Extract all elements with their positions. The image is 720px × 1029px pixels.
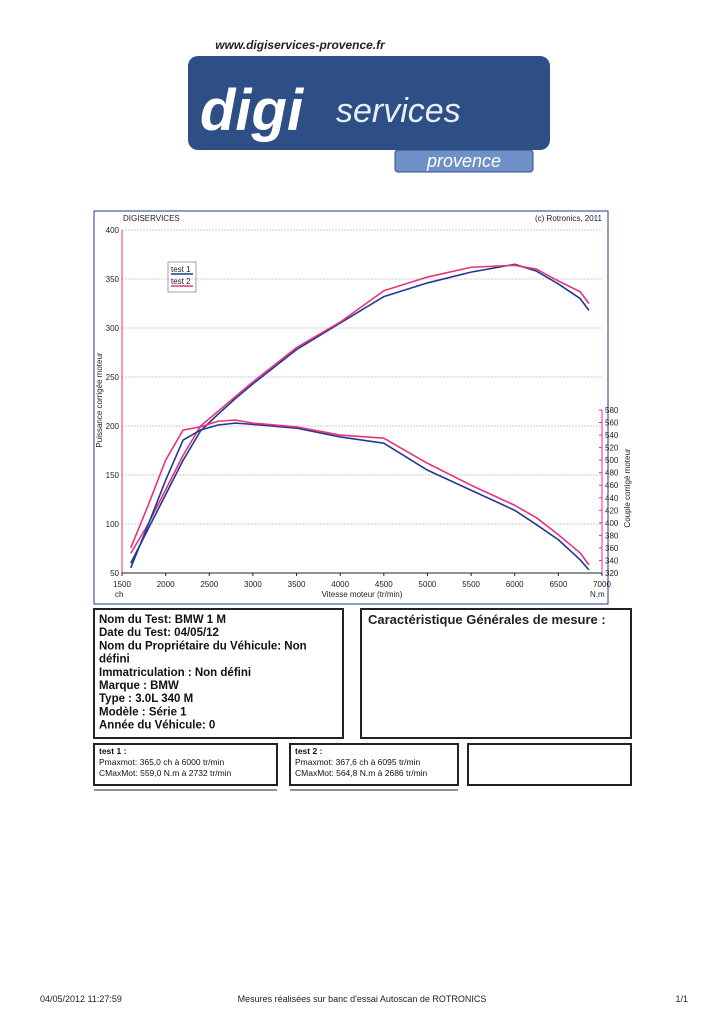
info-line: Année du Véhicule: 0 [99, 720, 215, 732]
info-line: Nom du Propriétaire du Véhicule: Non [99, 640, 307, 652]
info-line: Type : 3.0L 340 M [99, 693, 193, 705]
legend-label: test 1 [171, 265, 191, 274]
info-line: Immatriculation : Non défini [99, 667, 251, 679]
x-tick-label: 6000 [506, 580, 524, 589]
logo-sub: services [336, 92, 461, 130]
x-tick-label: 2000 [157, 580, 175, 589]
logo-region: provence [426, 151, 501, 171]
result-title: test 2 : [295, 746, 323, 756]
logo-main: digi [200, 78, 305, 143]
footer-date: 04/05/2012 11:27:59 [40, 994, 122, 1004]
y2-tick-label: 480 [605, 469, 619, 478]
spec-box [360, 608, 632, 739]
y-tick-label: 250 [106, 373, 120, 382]
result-box [289, 743, 459, 786]
y2-tick-label: 560 [605, 419, 619, 428]
logo-bg [188, 56, 550, 150]
result-line: Pmaxmot: 367,6 ch à 6095 tr/min [295, 757, 420, 767]
series-line [130, 263, 590, 564]
x-label: Vitesse moteur (tr/min) [322, 590, 403, 599]
y-unit: ch [115, 590, 123, 599]
y-tick-label: 350 [106, 275, 120, 284]
chart-frame [93, 210, 609, 605]
info-line: Date du Test: 04/05/12 [99, 627, 219, 639]
chart-subtitle: (c) Rotronics, 2011 [535, 214, 603, 223]
info-line: défini [99, 654, 130, 666]
footer-text: Mesures réalisées sur banc d'essai Autos… [238, 994, 487, 1004]
info-line: Modèle : Série 1 [99, 706, 187, 718]
y2-tick-label: 520 [605, 444, 619, 453]
result-line: CMaxMot: 559,0 N.m à 2732 tr/min [99, 768, 232, 778]
x-tick-label: 5500 [462, 580, 480, 589]
spec-title: Caractéristique Générales de mesure : [368, 612, 606, 627]
chart-title: DIGISERVICES [123, 214, 180, 223]
result-title: test 1 : [99, 746, 127, 756]
y-tick-label: 200 [106, 422, 120, 431]
series-line [129, 422, 590, 571]
x-tick-label: 1500 [113, 580, 131, 589]
legend-label: test 2 [171, 277, 191, 286]
x-tick-label: 4000 [331, 580, 349, 589]
series-line [129, 419, 590, 566]
series-line [130, 264, 590, 554]
y-tick-label: 50 [110, 569, 119, 578]
y2-tick-label: 580 [605, 406, 619, 415]
result-line: Pmaxmot: 365,0 ch à 6000 tr/min [99, 757, 224, 767]
y2-tick-label: 320 [605, 569, 619, 578]
x-tick-label: 4500 [375, 580, 393, 589]
x-tick-label: 7000 [593, 580, 611, 589]
url: www.digiservices-provence.fr [215, 38, 386, 52]
y-tick-label: 300 [106, 324, 120, 333]
y2-label: Couple corrigé moteur [623, 448, 632, 527]
footer-page: 1/1 [675, 994, 688, 1004]
x-tick-label: 3500 [288, 580, 306, 589]
y2-tick-label: 500 [605, 456, 619, 465]
region-bg [394, 149, 534, 173]
y-tick-label: 150 [106, 471, 120, 480]
y2-unit: N.m [590, 590, 605, 599]
legend-box [167, 261, 197, 293]
y2-tick-label: 460 [605, 481, 619, 490]
y-label: Puissance corrigée moteur [95, 352, 104, 447]
y2-tick-label: 340 [605, 556, 619, 565]
x-tick-label: 2500 [200, 580, 218, 589]
y2-tick-label: 440 [605, 494, 619, 503]
y-tick-label: 100 [106, 520, 120, 529]
result-box [93, 743, 278, 786]
y2-tick-label: 540 [605, 431, 619, 440]
y-tick-label: 400 [106, 226, 120, 235]
x-tick-label: 6500 [549, 580, 567, 589]
info-line: Nom du Test: BMW 1 M [99, 614, 226, 626]
y2-tick-label: 400 [605, 519, 619, 528]
y2-tick-label: 420 [605, 506, 619, 515]
result-line: CMaxMot: 564,8 N.m à 2686 tr/min [295, 768, 428, 778]
info-box [93, 608, 344, 739]
y2-tick-label: 380 [605, 531, 619, 540]
x-tick-label: 5000 [419, 580, 437, 589]
info-line: Marque : BMW [99, 680, 179, 692]
x-tick-label: 3000 [244, 580, 262, 589]
result-box [467, 743, 632, 786]
y2-tick-label: 360 [605, 544, 619, 553]
